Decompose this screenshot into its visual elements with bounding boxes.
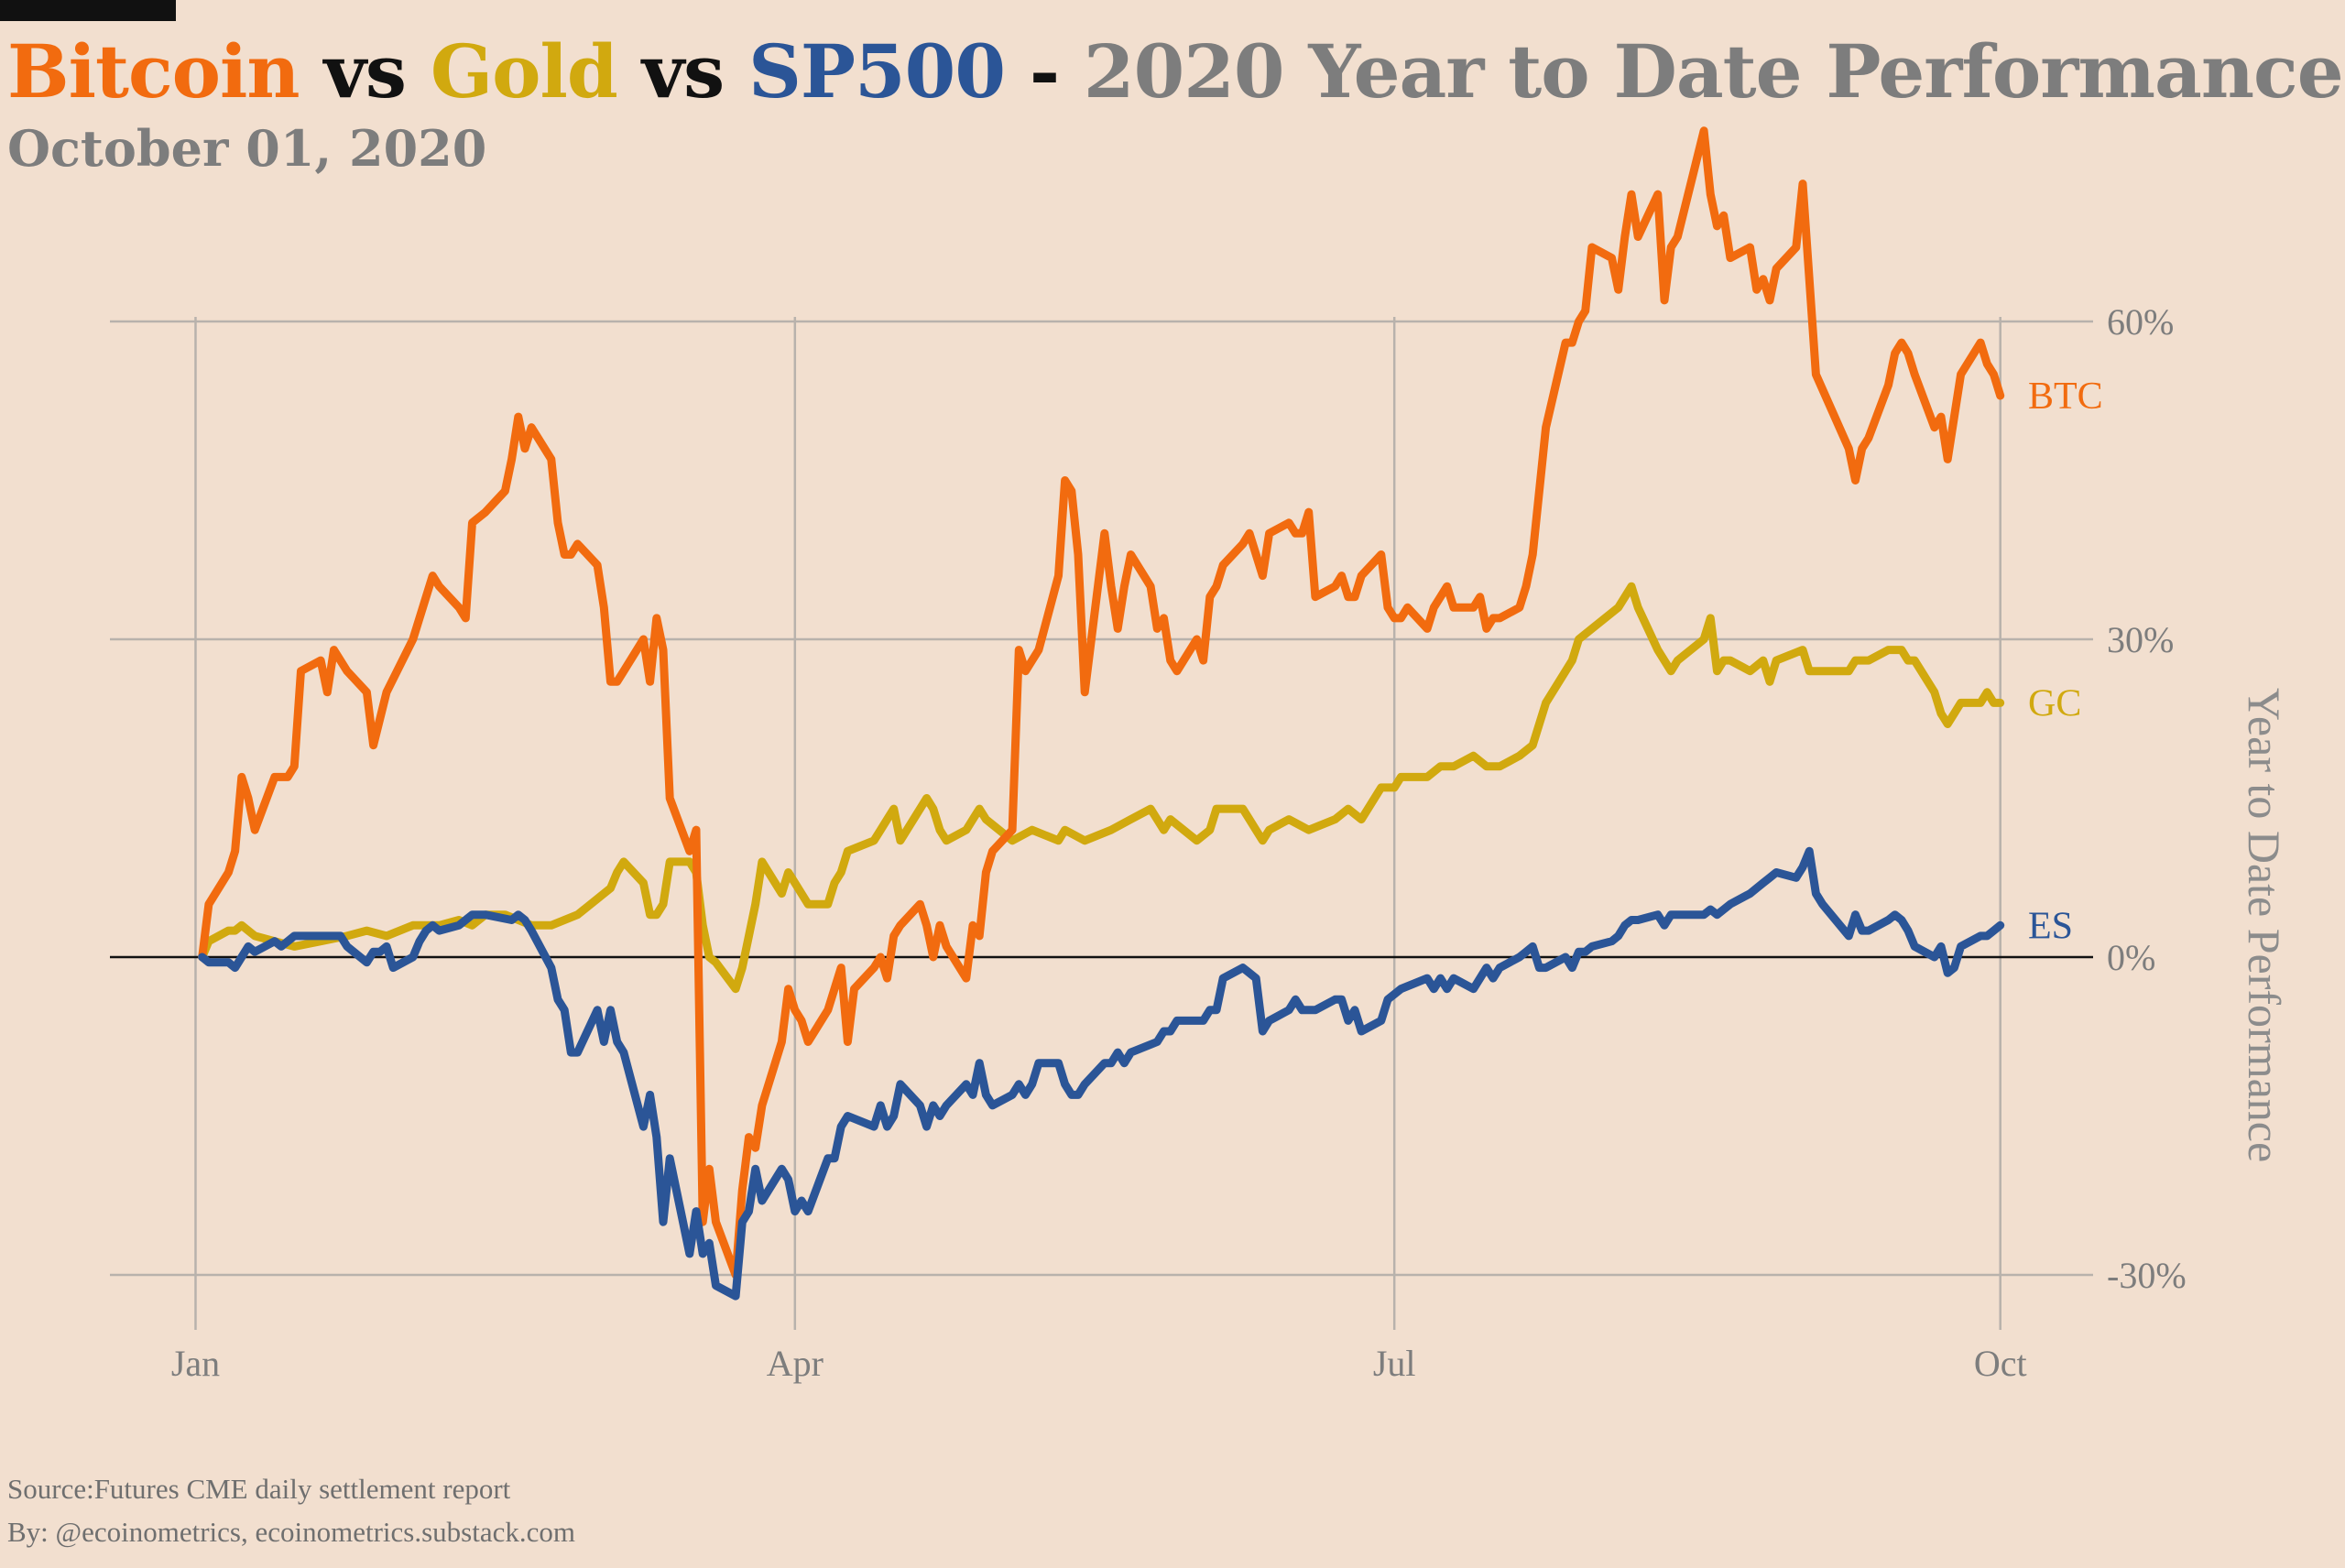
vertical-gridlines xyxy=(194,317,2001,1330)
title-part: Bitcoin xyxy=(7,28,300,114)
series-label-gc: GC xyxy=(2028,682,2081,724)
y-axis-label: Year to Date Performance xyxy=(2239,688,2290,1162)
y-tick-label: 30% xyxy=(2107,619,2174,660)
corner-accent-bar xyxy=(0,0,176,21)
series-label-btc: BTC xyxy=(2028,376,2103,418)
series-end-labels: GC BTC ES xyxy=(2028,376,2103,947)
horizontal-gridlines xyxy=(110,320,2093,1277)
x-tick-label: Jan xyxy=(171,1343,220,1384)
series-lines xyxy=(198,126,2005,1301)
x-axis-ticks: Jan Apr Jul Oct xyxy=(171,1343,2027,1384)
title-part: SP500 xyxy=(748,28,1006,114)
footer-byline: By: @ecoinometrics, ecoinometrics.substa… xyxy=(7,1516,575,1548)
title-part: 2020 Year to Date Performance xyxy=(1083,28,2344,114)
y-tick-label: 0% xyxy=(2107,937,2155,978)
y-tick-label: -30% xyxy=(2107,1255,2187,1296)
footer-source-note: Source:Futures CME daily settlement repo… xyxy=(7,1473,511,1505)
title-part: vs xyxy=(616,28,749,114)
title-part: vs xyxy=(299,28,431,114)
y-tick-label: 60% xyxy=(2107,301,2174,343)
x-tick-label: Oct xyxy=(1974,1343,2027,1384)
chart-title: Bitcoin vs Gold vs SP500 - 2020 Year to … xyxy=(7,27,2344,115)
title-part: - xyxy=(1005,28,1084,114)
y-axis-ticks: -30% 0% 30% 60% xyxy=(2107,301,2187,1296)
series-line-gc xyxy=(198,582,2005,994)
series-line-btc xyxy=(198,126,2005,1279)
x-tick-label: Jul xyxy=(1373,1343,1416,1384)
x-tick-label: Apr xyxy=(767,1343,823,1384)
series-label-es: ES xyxy=(2028,905,2073,947)
series-line-es xyxy=(198,846,2005,1301)
chart-subtitle: October 01, 2020 xyxy=(7,119,487,178)
title-part: Gold xyxy=(430,28,618,114)
